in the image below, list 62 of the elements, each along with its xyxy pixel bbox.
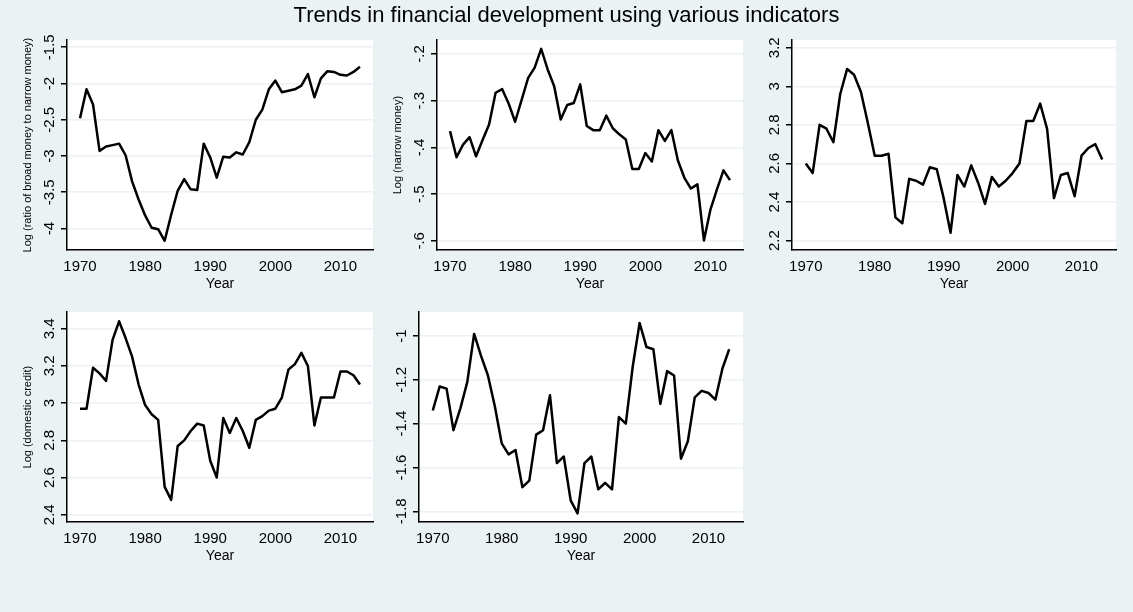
y-tick-label: -3 — [40, 149, 58, 163]
x-axis-title: Year — [575, 275, 605, 292]
y-tick-label: -.5 — [410, 185, 428, 203]
y-tick-label: -4 — [40, 221, 58, 236]
x-tick-label: 1990 — [926, 257, 961, 275]
x-axis-title: Year — [205, 275, 235, 292]
y-axis-title: Log (ratio of broad money to narrow money) — [20, 37, 33, 253]
y-tick-label: 3 — [765, 82, 783, 91]
y-tick-label: 2.8 — [765, 114, 783, 136]
y-tick-label: 2.2 — [765, 230, 783, 251]
y-tick-label: -1.8 — [392, 498, 410, 525]
x-tick-label: 2010 — [691, 529, 726, 547]
y-tick-label: -3.5 — [40, 179, 58, 206]
y-tick-label: 3 — [40, 398, 58, 408]
y-tick-label: 3.2 — [40, 355, 58, 377]
x-tick-label: 1990 — [553, 529, 588, 547]
x-tick-label: 2010 — [323, 529, 358, 547]
y-tick-label: 3.4 — [40, 318, 58, 340]
y-tick-label: 2.6 — [765, 152, 783, 174]
x-tick-label: 1980 — [498, 257, 532, 275]
x-tick-label: 2000 — [258, 529, 293, 547]
y-tick-label: 2.6 — [40, 467, 58, 488]
x-tick-label: 2000 — [258, 257, 293, 275]
y-tick-label: 2.4 — [765, 191, 783, 213]
y-tick-label: -.2 — [410, 45, 428, 63]
x-tick-label: 2010 — [1064, 257, 1099, 275]
y-tick-label: 3.2 — [765, 37, 783, 59]
y-tick-label: -.6 — [410, 232, 428, 250]
x-axis-title: Year — [939, 275, 969, 292]
x-tick-label: 1990 — [563, 257, 597, 275]
y-tick-label: 2.8 — [40, 429, 58, 451]
y-tick-label: 2.4 — [40, 504, 58, 526]
y-tick-label: -.4 — [410, 138, 428, 157]
x-tick-label: 1980 — [858, 257, 892, 275]
y-tick-label: -1.5 — [40, 34, 58, 61]
y-tick-label: -2.5 — [40, 106, 58, 133]
x-tick-label: 1970 — [416, 529, 450, 547]
x-axis-title: Year — [205, 547, 235, 564]
x-tick-label: 1990 — [193, 257, 227, 275]
x-tick-label: 2000 — [628, 257, 663, 275]
x-tick-label: 1980 — [128, 529, 162, 547]
x-tick-label: 1970 — [433, 257, 467, 275]
y-axis-title: Log (domestic credit) — [20, 365, 33, 469]
x-tick-label: 2000 — [995, 257, 1030, 275]
y-axis-title: Log (narrow money) — [390, 95, 403, 195]
x-tick-label: 1980 — [128, 257, 162, 275]
y-tick-label: -1 — [392, 329, 410, 343]
x-tick-label: 1990 — [193, 529, 227, 547]
x-tick-label: 2010 — [693, 257, 728, 275]
y-tick-label: -1.6 — [392, 454, 410, 481]
y-tick-label: -1.2 — [392, 366, 410, 393]
x-tick-label: 1970 — [63, 257, 97, 275]
x-tick-label: 2000 — [622, 529, 657, 547]
x-tick-label: 1980 — [485, 529, 519, 547]
y-tick-label: -2 — [40, 76, 58, 91]
x-tick-label: 1970 — [789, 257, 823, 275]
y-tick-label: -.3 — [410, 91, 428, 110]
x-axis-title: Year — [566, 547, 596, 564]
y-tick-label: -1.4 — [392, 410, 410, 437]
text: Trends in financial development using various indicators — [292, 2, 841, 28]
x-tick-label: 1970 — [63, 529, 97, 547]
x-tick-label: 2010 — [323, 257, 358, 275]
